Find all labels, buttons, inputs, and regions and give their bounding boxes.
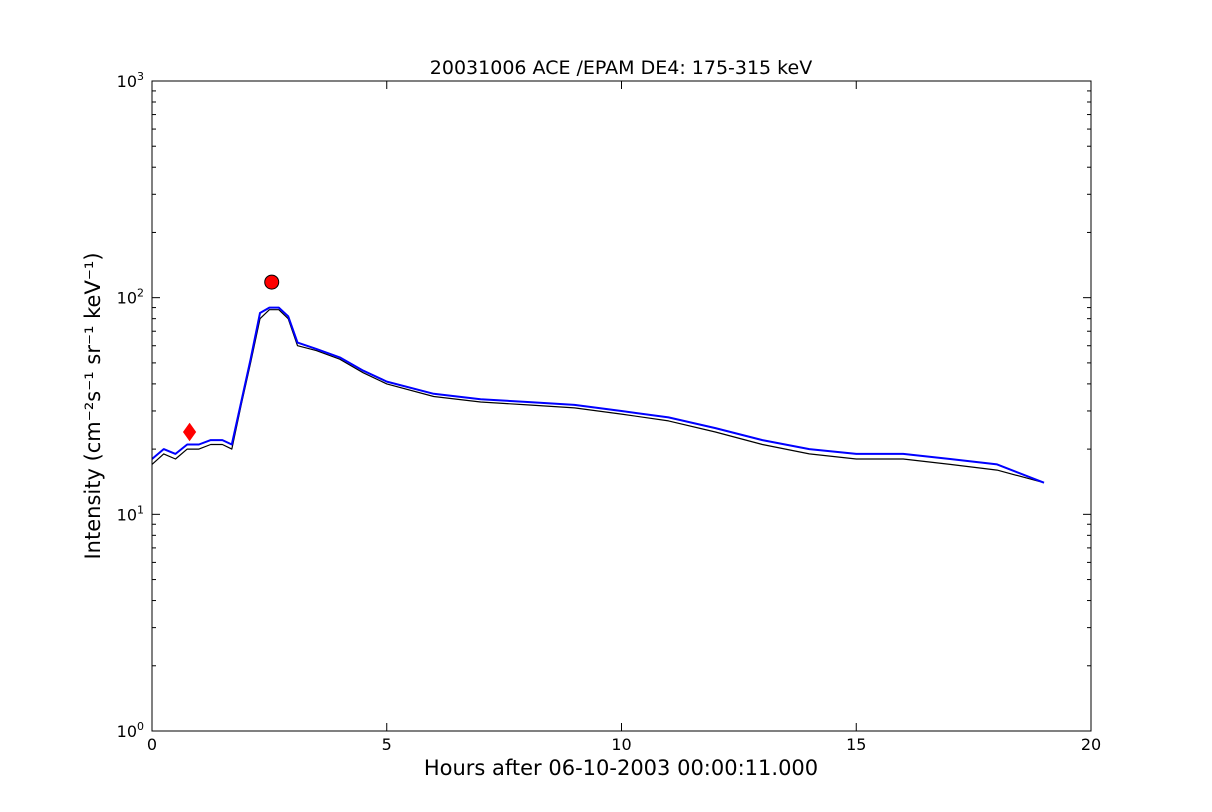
series-line-2	[151, 306, 1045, 484]
markers-layer	[182, 274, 280, 442]
onset-marker	[182, 422, 197, 442]
y-tick-label: 102	[117, 287, 144, 308]
series-line-1	[151, 309, 1045, 484]
y-tick-label: 101	[117, 503, 144, 524]
tick-labels: 0 5 10 15 20 100 101 102 103	[117, 70, 1102, 754]
plot-background	[152, 81, 1091, 731]
chart-title: 20031006 ACE /EPAM DE4: 175-315 keV	[430, 57, 812, 79]
x-tick-label: 20	[1081, 735, 1101, 754]
series-layer	[151, 306, 1045, 484]
x-tick-label: 15	[846, 735, 866, 754]
x-axis-label: Hours after 06-10-2003 00:00:11.000	[424, 756, 818, 780]
plot-frame	[151, 80, 1092, 732]
x-tick-label: 10	[611, 735, 631, 754]
y-tick-label: 103	[117, 70, 144, 91]
y-tick-label: 100	[117, 720, 144, 741]
y-axis-label: Intensity (cm⁻²s⁻¹ sr⁻¹ keV⁻¹)	[81, 252, 105, 559]
x-tick-label: 0	[147, 735, 157, 754]
x-tick-label: 5	[382, 735, 392, 754]
peak-marker	[264, 274, 280, 290]
